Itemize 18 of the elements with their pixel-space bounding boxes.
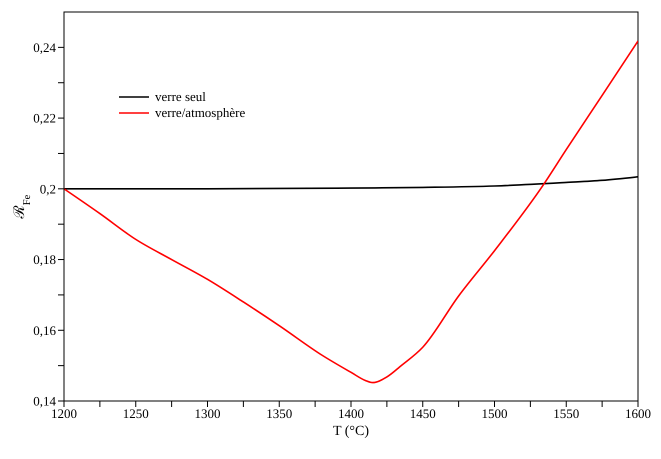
y-tick-label: 0,24: [33, 40, 56, 55]
x-tick-label: 1200: [51, 406, 77, 422]
legend-label: verre/atmosphère: [155, 105, 246, 120]
x-tick-label: 1250: [122, 406, 149, 422]
x-tick-label: 1300: [194, 406, 220, 422]
legend-label: verre seul: [155, 89, 206, 104]
y-tick-label: 0,18: [33, 252, 56, 268]
x-tick-label: 1400: [338, 406, 364, 422]
x-tick-label: 1450: [410, 406, 436, 422]
y-tick-label: 0,16: [33, 322, 56, 338]
x-tick-label: 1350: [266, 406, 292, 422]
y-tick-label: 0,22: [33, 110, 56, 126]
x-axis-title: T (°C): [332, 424, 370, 439]
x-tick-label: 1550: [553, 406, 580, 422]
y-tick-label: 0,14: [33, 394, 56, 409]
x-tick-label: 1600: [625, 406, 651, 422]
x-tick-label: 1500: [482, 406, 508, 422]
y-tick-label: 0,2: [40, 181, 56, 196]
